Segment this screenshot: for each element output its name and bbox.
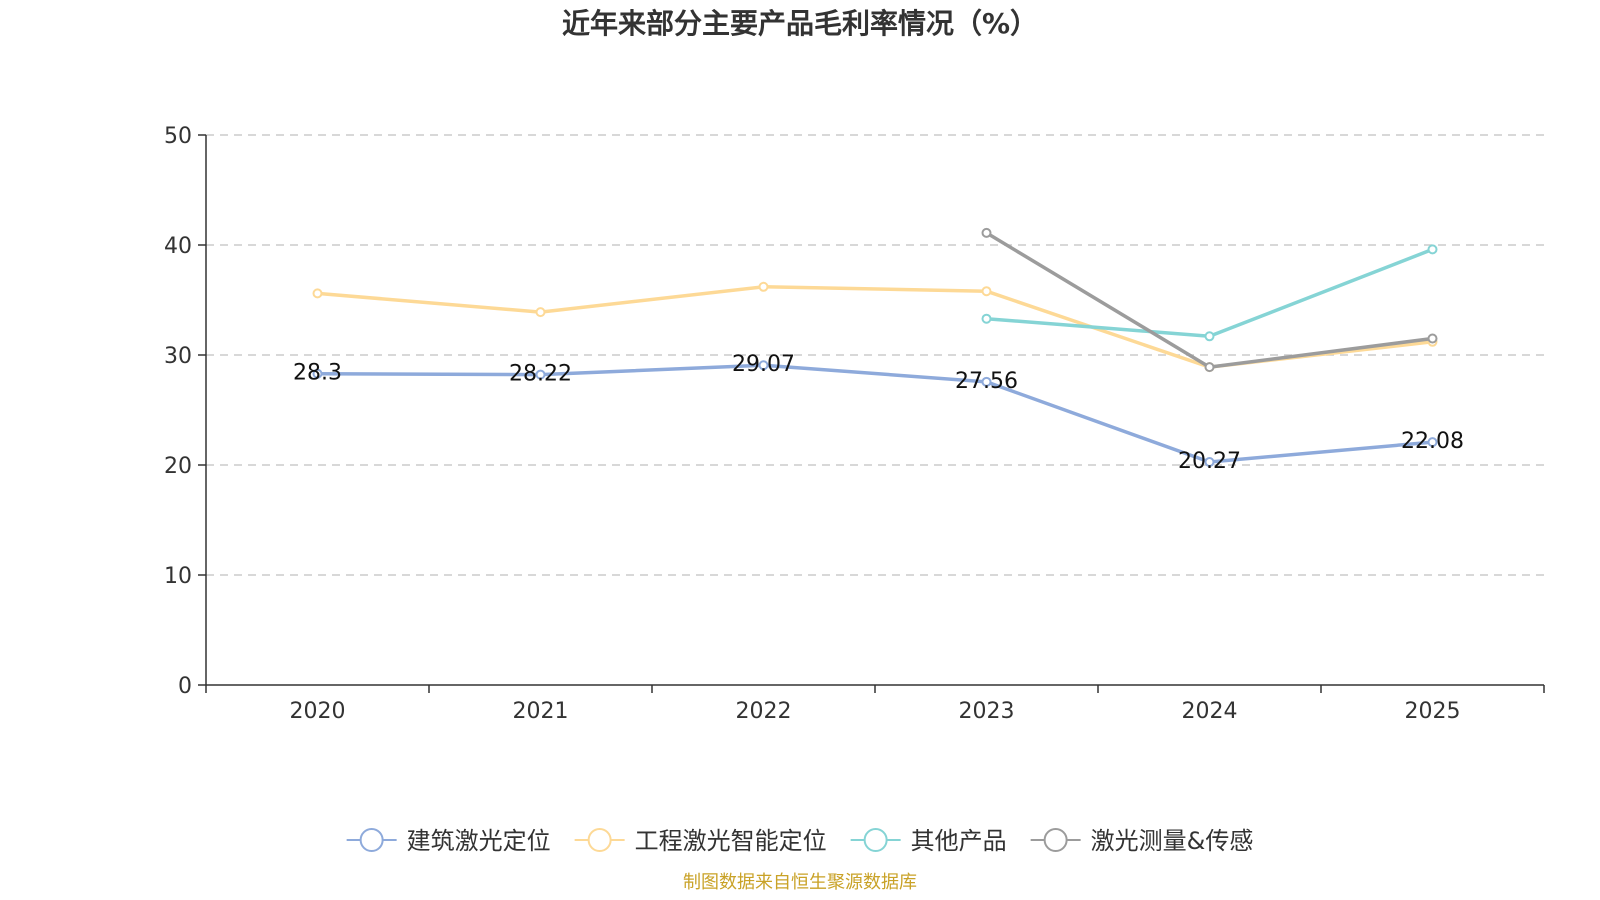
legend-marker-icon <box>1043 828 1068 852</box>
legend-item[interactable]: 工程激光智能定位 <box>574 827 827 855</box>
legend-item[interactable]: 激光测量&传感 <box>1030 827 1254 855</box>
legend-label: 激光测量&传感 <box>1091 827 1254 855</box>
data-label: 27.56 <box>955 369 1018 394</box>
legend-label: 其他产品 <box>911 827 1007 855</box>
series-line <box>986 247 1434 339</box>
data-labels: 28.3 28.22 29.07 27.56 20.27 22.08 <box>293 352 1464 474</box>
legend-marker-icon <box>359 828 384 852</box>
y-tick-label: 50 <box>164 124 192 149</box>
data-point[interactable] <box>1427 437 1438 448</box>
legend-item[interactable]: 其他产品 <box>850 827 1007 855</box>
y-tick-label: 0 <box>178 674 192 699</box>
data-point[interactable] <box>1204 362 1215 373</box>
data-point[interactable] <box>535 369 546 380</box>
source-note: 制图数据来自恒生聚源数据库 <box>683 872 917 893</box>
legend-marker-icon <box>863 828 888 852</box>
series-3 <box>981 227 1438 373</box>
data-label: 20.27 <box>1178 449 1241 474</box>
data-point[interactable] <box>535 307 546 318</box>
x-tick-label: 2023 <box>959 699 1015 724</box>
grid-lines <box>206 134 1544 576</box>
data-point[interactable] <box>312 288 323 299</box>
y-tick-label: 30 <box>164 344 192 369</box>
series-lines <box>312 227 1438 468</box>
data-label: 28.22 <box>509 362 572 387</box>
legend[interactable]: 建筑激光定位 工程激光智能定位 其他产品 激光测量&传感 <box>346 827 1254 855</box>
data-point[interactable] <box>758 360 769 371</box>
x-tick-label: 2021 <box>513 699 569 724</box>
data-point[interactable] <box>981 376 992 387</box>
data-point[interactable] <box>1204 331 1215 342</box>
data-point[interactable] <box>1427 244 1438 255</box>
data-point[interactable] <box>1427 333 1438 344</box>
data-point[interactable] <box>1204 457 1215 468</box>
series-line <box>317 285 1433 369</box>
data-label: 22.08 <box>1401 429 1464 454</box>
y-tick-label: 40 <box>164 234 192 259</box>
data-point[interactable] <box>981 313 992 324</box>
data-point[interactable] <box>981 227 992 238</box>
x-tick-label: 2022 <box>736 699 792 724</box>
data-point[interactable] <box>312 368 323 379</box>
legend-label: 建筑激光定位 <box>407 827 551 855</box>
chart-title: 近年来部分主要产品毛利率情况（%） <box>562 7 1038 40</box>
data-point[interactable] <box>758 281 769 292</box>
data-point[interactable] <box>981 286 992 297</box>
x-tick-label: 2020 <box>290 699 346 724</box>
series-line <box>317 363 1433 464</box>
axes: 0 10 20 30 40 50 2020 2021 2022 2023 2024 2025 <box>164 124 1545 724</box>
legend-label: 工程激光智能定位 <box>635 827 827 855</box>
series-0 <box>312 360 1438 468</box>
y-tick-label: 10 <box>164 564 192 589</box>
legend-marker-icon <box>587 828 612 852</box>
x-tick-label: 2024 <box>1182 699 1238 724</box>
series-2 <box>981 244 1438 342</box>
data-label: 28.3 <box>293 361 342 386</box>
series-line <box>985 231 1433 369</box>
x-tick-label: 2025 <box>1405 699 1461 724</box>
legend-item[interactable]: 建筑激光定位 <box>346 827 551 855</box>
data-label: 29.07 <box>732 352 795 377</box>
y-tick-label: 20 <box>164 454 192 479</box>
